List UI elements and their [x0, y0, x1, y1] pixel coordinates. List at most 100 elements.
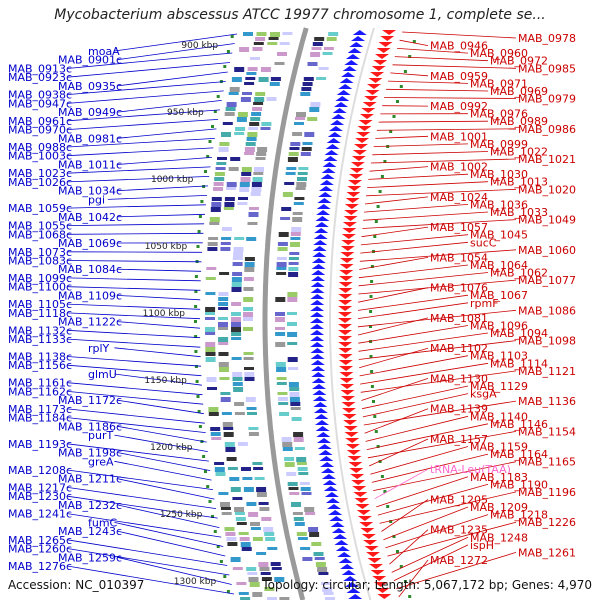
left-gene-label[interactable]: MAB_0981c: [58, 132, 122, 145]
right-gene-label[interactable]: MAB_1020: [518, 183, 576, 196]
right-gene-label[interactable]: MAB_1165: [518, 456, 576, 469]
right-gene-label[interactable]: MAB_1129: [470, 380, 528, 393]
left-gene-label[interactable]: MAB_0938c: [8, 89, 72, 102]
left-gene-label[interactable]: MAB_1109c: [58, 289, 122, 302]
right-gene-label[interactable]: MAB_1102: [430, 342, 488, 355]
left-gene-label[interactable]: MAB_0949c: [58, 106, 122, 119]
left-gene-label[interactable]: MAB_1211c: [58, 473, 122, 486]
left-gene-label[interactable]: MAB_1230c: [8, 490, 72, 503]
left-gene-label[interactable]: MAB_1055c: [8, 220, 72, 233]
left-gene-label[interactable]: MAB_1099c: [8, 272, 72, 285]
left-gene-label[interactable]: MAB_1069c: [58, 237, 122, 250]
left-gene-label[interactable]: MAB_0961c: [8, 115, 72, 128]
left-gene-label[interactable]: MAB_1156c: [8, 359, 72, 372]
left-gene-label[interactable]: MAB_0901c: [58, 54, 122, 67]
left-gene-label[interactable]: MAB_1259c: [58, 551, 122, 564]
left-gene-label[interactable]: MAB_0913c: [8, 63, 72, 76]
right-gene-label[interactable]: MAB_1096: [470, 320, 528, 333]
left-gene-label[interactable]: pgi: [88, 193, 105, 206]
left-gene-label[interactable]: MAB_1276c: [8, 560, 72, 573]
right-gene-label[interactable]: MAB_0992: [430, 100, 488, 113]
right-gene-label[interactable]: MAB_0960: [470, 47, 528, 60]
right-gene-label[interactable]: MAB_1057: [430, 221, 488, 234]
right-gene-label[interactable]: MAB_1022: [490, 146, 548, 159]
right-gene-label[interactable]: MAB_0978: [518, 32, 576, 45]
right-gene-label[interactable]: MAB_1098: [518, 335, 576, 348]
right-gene-label[interactable]: MAB_1146: [490, 418, 548, 431]
left-gene-label[interactable]: MAB_1023c: [8, 167, 72, 180]
right-gene-label[interactable]: MAB_0989: [490, 115, 548, 128]
left-gene-label[interactable]: MAB_1118c: [8, 307, 72, 320]
left-gene-label[interactable]: MAB_1193c: [8, 438, 72, 451]
left-gene-label[interactable]: MAB_1241c: [8, 508, 72, 521]
left-gene-label[interactable]: purT: [88, 429, 113, 442]
right-gene-label[interactable]: MAB_1076: [430, 282, 488, 295]
right-gene-label[interactable]: MAB_0979: [518, 93, 576, 106]
right-gene-label[interactable]: MAB_1103: [470, 350, 528, 363]
left-gene-label[interactable]: glmU: [88, 368, 117, 381]
right-gene-label[interactable]: MAB_1139: [430, 403, 488, 416]
right-gene-label[interactable]: MAB_1021: [518, 153, 576, 166]
left-gene-label[interactable]: MAB_1026c: [8, 176, 72, 189]
left-gene-label[interactable]: MAB_0970c: [8, 124, 72, 137]
right-gene-label[interactable]: sucC: [470, 236, 497, 249]
right-gene-label[interactable]: MAB_1154: [518, 425, 576, 438]
left-gene-label[interactable]: MAB_1042c: [58, 211, 122, 224]
left-gene-label[interactable]: MAB_1083c: [8, 255, 72, 268]
left-gene-label[interactable]: MAB_1133c: [8, 333, 72, 346]
right-gene-label[interactable]: MAB_1081: [430, 312, 488, 325]
left-gene-label[interactable]: MAB_1100c: [8, 281, 72, 294]
right-gene-label[interactable]: MAB_1226: [518, 516, 576, 529]
right-gene-label[interactable]: MAB_1196: [518, 486, 576, 499]
right-gene-label[interactable]: MAB_1159: [470, 441, 528, 454]
right-gene-label[interactable]: MAB_1045: [470, 229, 528, 242]
left-gene-label[interactable]: MAB_1172c: [58, 394, 122, 407]
left-gene-label[interactable]: moaA: [88, 45, 120, 58]
right-gene-label[interactable]: MAB_1114: [490, 357, 548, 370]
left-gene-label[interactable]: MAB_1260c: [8, 543, 72, 556]
right-gene-label[interactable]: MAB_1060: [518, 244, 576, 257]
left-gene-label[interactable]: MAB_0947c: [8, 97, 72, 110]
right-gene-label[interactable]: MAB_1054: [430, 251, 488, 264]
right-gene-label[interactable]: MAB_0971: [470, 77, 528, 90]
left-gene-label[interactable]: MAB_1243c: [58, 525, 122, 538]
left-gene-label[interactable]: fumC: [88, 516, 118, 529]
left-gene-label[interactable]: MAB_1162c: [8, 385, 72, 398]
left-gene-label[interactable]: MAB_1161c: [8, 377, 72, 390]
right-gene-label[interactable]: MAB_1013: [490, 176, 548, 189]
left-gene-label[interactable]: MAB_1217c: [8, 481, 72, 494]
right-gene-label[interactable]: MAB_0972: [490, 55, 548, 68]
left-gene-label[interactable]: MAB_0988c: [8, 141, 72, 154]
right-gene-label[interactable]: MAB_1030: [470, 168, 528, 181]
left-gene-label[interactable]: MAB_1034c: [58, 185, 122, 198]
right-gene-label[interactable]: MAB_1218: [490, 509, 548, 522]
right-gene-label[interactable]: MAB_1024: [430, 191, 488, 204]
left-gene-label[interactable]: MAB_1059c: [8, 202, 72, 215]
right-gene-label[interactable]: MAB_0999: [470, 138, 528, 151]
right-gene-label[interactable]: MAB_1086: [518, 304, 576, 317]
left-gene-label[interactable]: MAB_0923c: [8, 71, 72, 84]
right-gene-label[interactable]: MAB_1183: [470, 471, 528, 484]
right-gene-label[interactable]: ksgA: [470, 388, 497, 401]
left-gene-label[interactable]: MAB_1173c: [8, 403, 72, 416]
right-gene-label[interactable]: MAB_1036: [470, 198, 528, 211]
right-gene-label[interactable]: rpmF: [470, 297, 499, 310]
right-gene-label[interactable]: MAB_1272: [430, 554, 488, 567]
right-gene-label[interactable]: MAB_1261: [518, 546, 576, 559]
right-gene-label[interactable]: MAB_1094: [490, 327, 548, 340]
left-gene-label[interactable]: MAB_1003c: [8, 150, 72, 163]
left-gene-label[interactable]: MAB_1073c: [8, 246, 72, 259]
right-gene-label[interactable]: MAB_0946: [430, 40, 488, 53]
left-gene-label[interactable]: MAB_1265c: [8, 534, 72, 547]
right-gene-label[interactable]: MAB_1001: [430, 130, 488, 143]
left-gene-label[interactable]: MAB_1198c: [58, 447, 122, 460]
right-gene-label[interactable]: MAB_1130: [430, 372, 488, 385]
left-gene-label[interactable]: MAB_1084c: [58, 263, 122, 276]
left-gene-label[interactable]: MAB_1122c: [58, 316, 122, 329]
right-gene-label[interactable]: MAB_1064: [470, 259, 528, 272]
right-gene-label[interactable]: MAB_1049: [518, 214, 576, 227]
left-gene-label[interactable]: MAB_1208c: [8, 464, 72, 477]
right-gene-label[interactable]: MAB_1205: [430, 494, 488, 507]
left-gene-label[interactable]: greA: [88, 455, 114, 468]
left-gene-label[interactable]: MAB_1186c: [58, 420, 122, 433]
